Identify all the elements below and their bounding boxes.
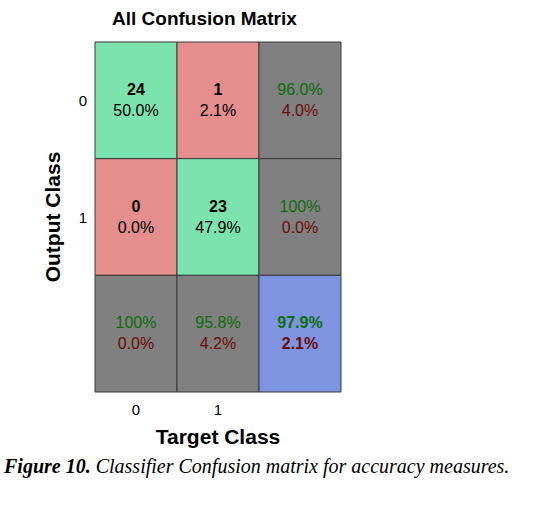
svg-text:1: 1 bbox=[214, 81, 223, 98]
svg-text:0: 0 bbox=[132, 401, 140, 418]
svg-text:4.2%: 4.2% bbox=[200, 335, 236, 352]
svg-text:50.0%: 50.0% bbox=[113, 102, 158, 119]
svg-text:2.1%: 2.1% bbox=[200, 102, 236, 119]
svg-text:0: 0 bbox=[79, 92, 87, 109]
svg-text:47.9%: 47.9% bbox=[195, 219, 240, 236]
svg-text:95.8%: 95.8% bbox=[195, 314, 240, 331]
svg-text:0: 0 bbox=[132, 198, 141, 215]
svg-text:1: 1 bbox=[79, 209, 87, 226]
svg-text:0.0%: 0.0% bbox=[282, 219, 318, 236]
svg-text:0.0%: 0.0% bbox=[118, 335, 154, 352]
svg-text:0.0%: 0.0% bbox=[118, 219, 154, 236]
svg-text:1: 1 bbox=[214, 401, 222, 418]
svg-text:Output Class: Output Class bbox=[41, 152, 64, 283]
svg-text:4.0%: 4.0% bbox=[282, 102, 318, 119]
svg-text:2.1%: 2.1% bbox=[282, 335, 318, 352]
svg-text:100%: 100% bbox=[116, 314, 157, 331]
svg-text:96.0%: 96.0% bbox=[277, 81, 322, 98]
svg-text:All Confusion Matrix: All Confusion Matrix bbox=[112, 8, 297, 29]
html-text:Figure 10. Classifier Confusio: Figure 10. Classifier Confusion matrix f… bbox=[4, 455, 510, 477]
svg-text:23: 23 bbox=[209, 198, 227, 215]
svg-text:97.9%: 97.9% bbox=[277, 314, 322, 331]
svg-text:24: 24 bbox=[127, 81, 145, 98]
svg-text:100%: 100% bbox=[280, 198, 321, 215]
svg-text:Target Class: Target Class bbox=[156, 425, 281, 448]
